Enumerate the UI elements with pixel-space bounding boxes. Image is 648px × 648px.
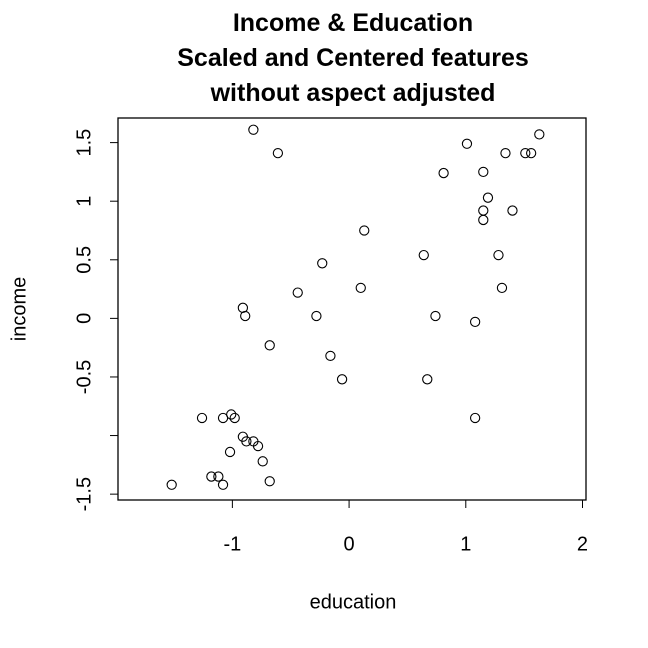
point	[240, 310, 251, 322]
point	[229, 412, 240, 424]
y-tick-label: -1.5	[73, 477, 95, 511]
point	[241, 436, 252, 447]
point	[493, 249, 504, 261]
point	[248, 124, 259, 135]
point	[482, 192, 494, 203]
y-axis-label: income	[8, 277, 30, 341]
point	[438, 167, 449, 179]
point	[478, 205, 489, 216]
y-tick-label: 1	[73, 196, 95, 207]
point	[224, 446, 236, 458]
x-tick-label: 1	[460, 533, 471, 555]
point	[264, 340, 275, 351]
x-tick-label: 0	[344, 533, 355, 555]
point	[496, 282, 508, 294]
point	[226, 409, 237, 420]
point	[500, 148, 511, 159]
point	[336, 374, 348, 385]
x-tick-label: -1	[223, 533, 241, 555]
point	[525, 148, 537, 159]
point	[317, 258, 328, 269]
point	[166, 479, 177, 490]
point	[469, 316, 481, 328]
point	[292, 287, 303, 298]
y-tick-label: -0.5	[73, 360, 95, 394]
y-tick-label: 1.5	[73, 129, 95, 157]
point	[478, 166, 489, 178]
point	[359, 225, 370, 236]
point	[206, 471, 217, 482]
point	[252, 440, 264, 452]
point	[469, 412, 481, 424]
point	[422, 374, 433, 385]
point	[461, 138, 473, 149]
point	[217, 479, 229, 490]
x-axis-label: education	[310, 591, 397, 613]
chart-title: Income & Education Scaled and Centered f…	[177, 9, 529, 107]
point	[311, 310, 322, 322]
point	[213, 471, 224, 482]
point	[355, 282, 366, 294]
point	[507, 205, 518, 216]
y-tick-label: 0.5	[73, 246, 95, 274]
x-tick-label: 2	[577, 533, 588, 555]
plot-box	[117, 117, 587, 501]
point	[520, 148, 531, 159]
point	[325, 350, 336, 362]
point	[196, 412, 208, 424]
point	[418, 249, 429, 261]
point	[264, 476, 275, 487]
point	[272, 148, 284, 159]
y-tick-label: 0	[73, 313, 95, 324]
point	[257, 456, 268, 467]
point	[478, 214, 489, 226]
point	[430, 310, 441, 322]
point	[534, 129, 545, 140]
